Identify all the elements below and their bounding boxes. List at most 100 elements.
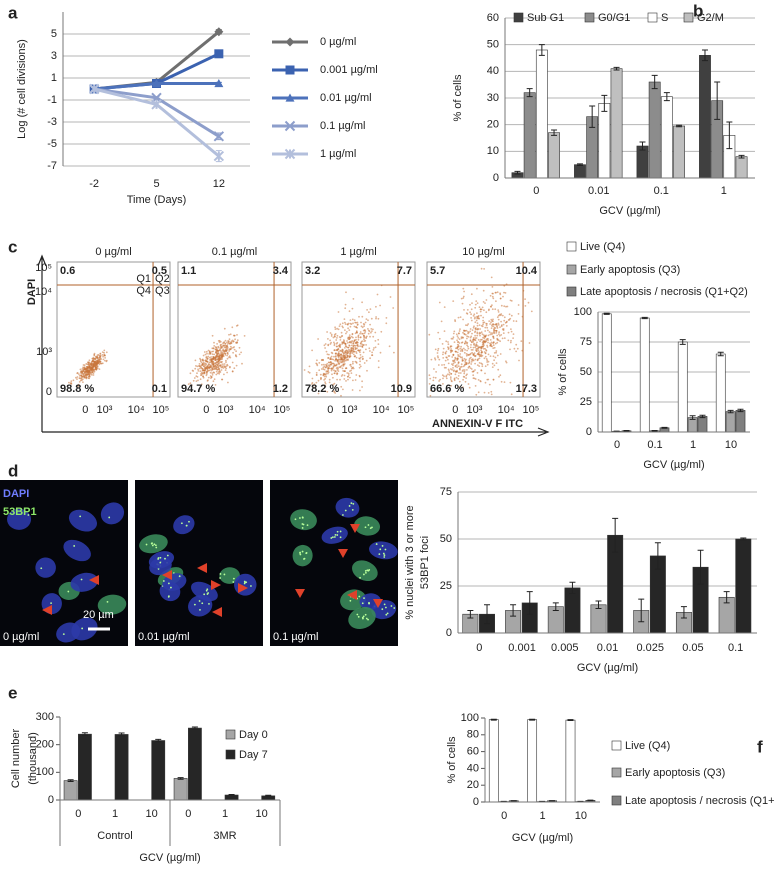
event-dot [210, 360, 213, 363]
event-dot [477, 391, 480, 394]
event-dot [86, 369, 89, 372]
event-dot [213, 371, 216, 374]
event-dot [349, 351, 352, 354]
event-dot [95, 363, 98, 366]
y-axis-label: % of cells [446, 736, 458, 784]
event-dot [462, 318, 464, 321]
error-bar [514, 170, 521, 175]
event-dot [337, 358, 340, 361]
arrowhead [197, 563, 207, 573]
event-dot [507, 339, 510, 342]
focus [301, 516, 304, 519]
event-dot [358, 363, 361, 366]
event-dot [502, 323, 505, 326]
event-dot [333, 372, 336, 374]
focus [180, 522, 183, 525]
event-dot [503, 319, 506, 322]
event-dot [78, 373, 80, 375]
event-dot [201, 359, 204, 361]
error-bar [738, 154, 745, 159]
event-dot [488, 383, 491, 386]
event-dot [361, 340, 364, 342]
event-dot [429, 394, 432, 397]
event-dot [338, 344, 340, 347]
axis-arrow [42, 427, 550, 437]
event-dot [352, 360, 354, 363]
focus [198, 600, 201, 602]
event-dot [344, 367, 347, 370]
y-tick-label: 25 [440, 580, 452, 592]
nucleus [292, 544, 313, 567]
event-dot [340, 350, 343, 353]
event-dot [369, 308, 372, 310]
event-dot [476, 341, 478, 344]
event-dot [202, 354, 205, 357]
event-dot [470, 317, 472, 319]
event-dot [240, 351, 243, 354]
y-tick-label: 40 [467, 762, 479, 774]
event-dot [357, 345, 359, 348]
event-dot [448, 371, 451, 374]
event-dot [496, 341, 499, 344]
event-dot [83, 372, 86, 374]
event-dot [505, 305, 507, 308]
event-dot [352, 379, 354, 382]
event-dot [469, 352, 472, 355]
event-dot [490, 393, 493, 396]
event-dot [217, 346, 220, 349]
event-dot [479, 354, 482, 357]
legend-label: Late apoptosis / necrosis (Q1+Q2) [625, 795, 775, 807]
event-dot [465, 329, 468, 332]
event-dot [235, 350, 238, 353]
scale-bar-label: 20 µm [83, 609, 114, 621]
event-dot [328, 378, 331, 381]
event-dot [483, 391, 486, 394]
event-dot [333, 355, 335, 358]
event-dot [480, 349, 482, 352]
focus [188, 520, 190, 523]
event-dot [326, 390, 329, 393]
nucleus [188, 594, 213, 617]
event-dot [450, 373, 453, 375]
event-dot [85, 368, 88, 370]
event-dot [466, 369, 468, 371]
event-dot [336, 378, 338, 381]
event-dot [503, 291, 505, 294]
event-dot [337, 362, 340, 365]
event-dot [363, 325, 365, 327]
error-bar [639, 141, 646, 151]
event-dot [96, 365, 99, 368]
event-dot [491, 304, 493, 307]
event-dot [320, 368, 323, 370]
event-dot [499, 297, 502, 300]
error-bar [191, 726, 198, 730]
event-dot [509, 317, 512, 320]
event-dot [472, 337, 475, 339]
y-tick-label: 0 [446, 627, 452, 639]
event-dot [235, 325, 238, 327]
x-axis-label: GCV (µg/ml) [599, 205, 660, 217]
event-dot [343, 370, 346, 373]
x-tick-label: 10⁴ [498, 404, 515, 416]
error-bar [529, 718, 536, 721]
legend-label: Early apoptosis (Q3) [580, 264, 680, 276]
y-tick-label: 1 [51, 72, 57, 84]
event-dot [216, 358, 219, 361]
focus [383, 554, 386, 557]
event-dot [243, 335, 246, 337]
event-dot [458, 372, 460, 374]
event-dot [202, 375, 205, 378]
event-dot [474, 328, 477, 330]
focus [232, 577, 235, 580]
focus [306, 524, 309, 527]
event-dot [451, 369, 453, 371]
event-dot [494, 323, 497, 326]
event-dot [503, 316, 506, 319]
event-dot [95, 367, 98, 370]
event-dot [332, 362, 334, 365]
event-dot [331, 352, 334, 355]
event-dot [494, 356, 497, 359]
event-dot [458, 332, 460, 335]
event-dot [453, 330, 456, 333]
event-dot [348, 310, 351, 313]
